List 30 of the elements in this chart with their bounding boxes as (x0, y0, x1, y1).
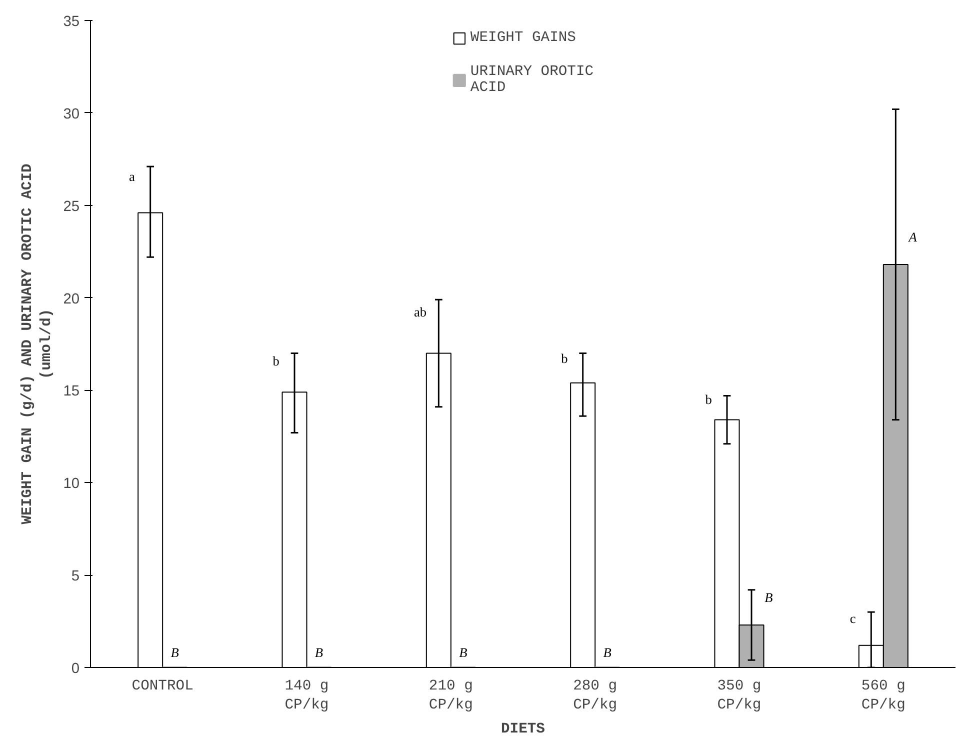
y-tick-label: 35 (63, 14, 80, 30)
y-tick-label: 20 (63, 291, 80, 308)
x-tick-label: 350 g CP/kg (717, 678, 762, 714)
x-tick-label: 140 g CP/kg (284, 678, 329, 714)
y-tick-label: 5 (71, 568, 80, 585)
data-label: b (272, 354, 280, 369)
data-label: b (561, 350, 568, 366)
y-tick-label: 0 (71, 661, 80, 677)
x-tick-label: CONTROL (132, 678, 194, 694)
y-tick-label: 30 (63, 106, 80, 122)
legend-label: WEIGHT GAINS (470, 30, 576, 46)
data-label: B (170, 645, 179, 660)
y-tick-label: 15 (63, 384, 80, 400)
data-label: A (908, 229, 918, 244)
x-tick-label: 280 g CP/kg (573, 678, 618, 714)
x-tick-label: 210 g CP/kg (428, 678, 473, 714)
data-label: B (603, 645, 612, 660)
data-label: B (764, 590, 773, 605)
data-label: c (850, 610, 856, 626)
y-tick-label: 10 (63, 476, 80, 492)
legend-label: URINARY OROTIC ACID (470, 64, 594, 96)
data-label: b (705, 392, 712, 407)
data-label: ab (414, 304, 427, 320)
y-tick-label: 25 (63, 198, 80, 215)
data-label: a (128, 169, 135, 184)
data-label: B (459, 645, 468, 660)
x-tick-label: 560 g CP/kg (861, 678, 906, 714)
y-axis-title: WEIGHT GAIN (g/d) AND URINARY OROTIC ACID (umol/d) (20, 163, 56, 524)
data-label: B (314, 645, 324, 660)
x-axis-title: DIETS (501, 722, 546, 738)
